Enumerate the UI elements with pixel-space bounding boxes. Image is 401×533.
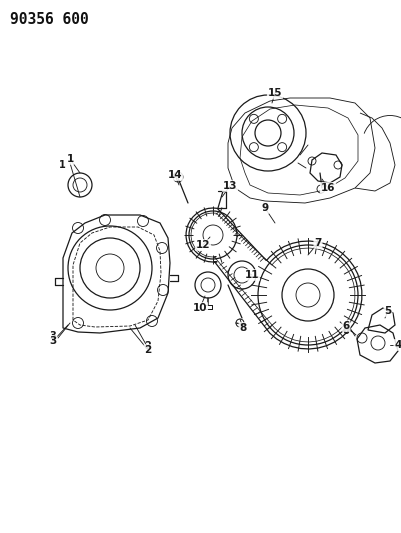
Text: 11: 11: [244, 270, 259, 280]
Text: 14: 14: [167, 170, 182, 180]
Text: 13: 13: [222, 181, 237, 191]
Text: 1: 1: [59, 160, 65, 170]
Text: 15: 15: [267, 88, 282, 98]
Text: 1: 1: [66, 154, 73, 164]
Text: 8: 8: [239, 323, 246, 333]
Text: 3: 3: [49, 331, 56, 341]
Text: 9: 9: [261, 203, 268, 213]
Text: 10: 10: [192, 303, 207, 313]
Text: 4: 4: [393, 340, 401, 350]
Text: 90356 600: 90356 600: [10, 12, 89, 27]
Text: 2: 2: [144, 345, 151, 355]
Text: 3: 3: [49, 336, 57, 346]
Text: 5: 5: [383, 306, 391, 316]
Text: 16: 16: [320, 183, 334, 193]
Text: 6: 6: [342, 321, 349, 331]
Text: 2: 2: [144, 341, 151, 351]
Text: 6: 6: [342, 326, 348, 336]
Text: 7: 7: [314, 238, 321, 248]
Text: 12: 12: [195, 240, 210, 250]
